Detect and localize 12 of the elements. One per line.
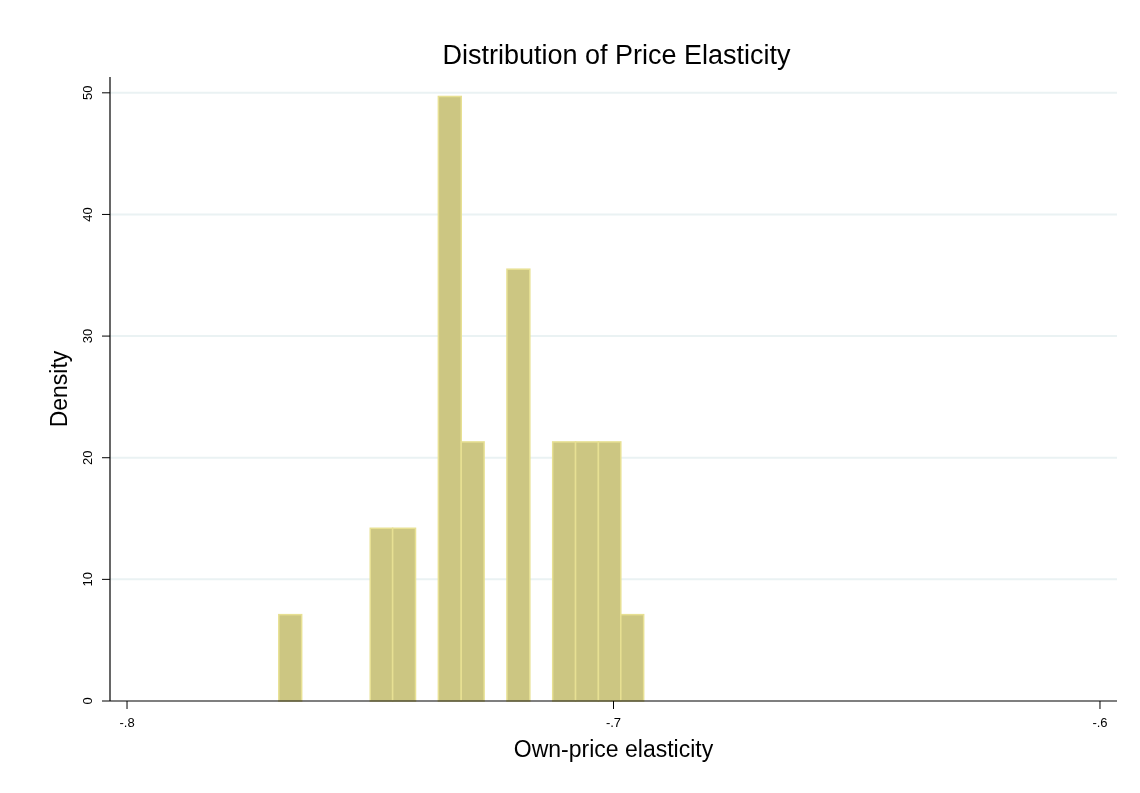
y-tick-label: 10: [80, 572, 95, 587]
x-tick-label: -.6: [1092, 715, 1108, 730]
x-axis-title: Own-price elasticity: [513, 736, 714, 762]
y-tick-label: 0: [80, 697, 95, 705]
y-tick-label: 20: [80, 450, 95, 465]
y-tick-label: 50: [80, 85, 95, 101]
y-tick-label: 40: [80, 207, 95, 222]
x-tick-label: -.8: [119, 715, 135, 730]
x-tick-label: -.7: [605, 715, 622, 730]
chart-title: Distribution of Price Elasticity: [442, 40, 792, 70]
y-axis-title: Density: [46, 350, 72, 428]
y-tick-label: 30: [80, 328, 95, 344]
